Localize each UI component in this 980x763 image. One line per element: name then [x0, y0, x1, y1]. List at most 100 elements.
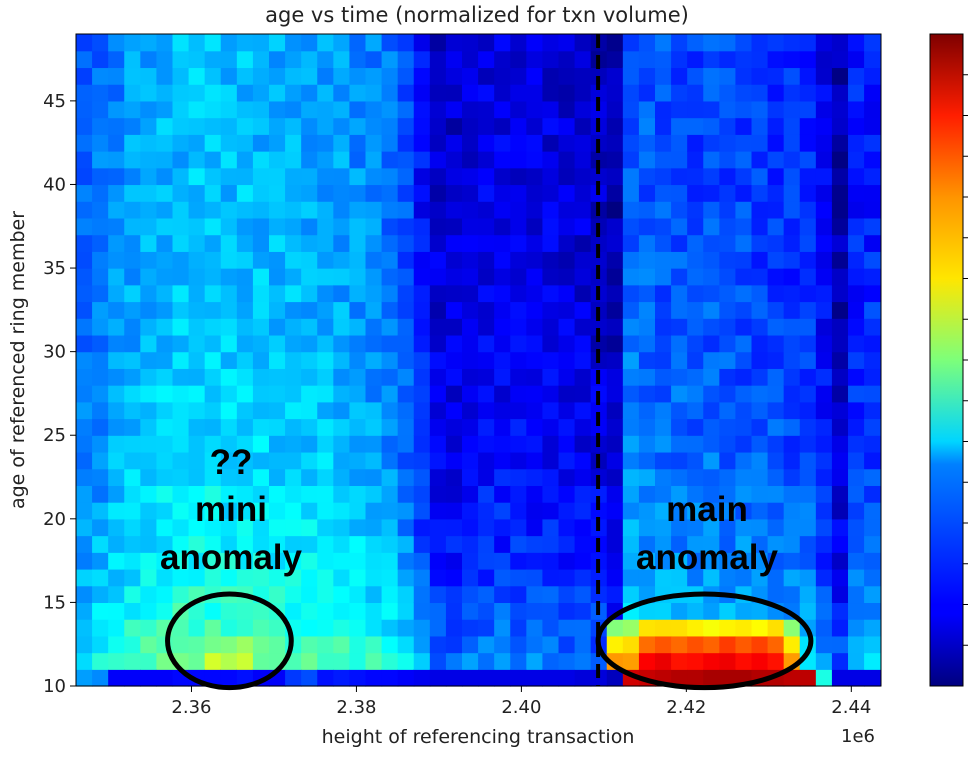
heatmap-cell	[220, 485, 238, 503]
heatmap-cell	[172, 468, 190, 486]
heatmap-cell	[478, 451, 495, 470]
heatmap-cell	[606, 184, 624, 202]
heatmap-cell	[317, 234, 334, 252]
heatmap-cell	[719, 568, 737, 587]
heatmap-cell	[269, 635, 286, 654]
heatmap-cell	[815, 301, 833, 319]
heatmap-cell	[252, 568, 270, 587]
heatmap-cell	[638, 184, 656, 202]
heatmap-cell	[494, 368, 511, 386]
heatmap-cell	[719, 117, 737, 135]
heatmap-cell	[204, 251, 222, 269]
heatmap-cell	[108, 268, 125, 286]
heatmap-cell	[204, 401, 222, 420]
heatmap-cell	[301, 117, 318, 135]
heatmap-cell	[204, 502, 222, 520]
heatmap-cell	[574, 234, 592, 252]
heatmap-cell	[671, 318, 688, 336]
heatmap-cell	[719, 552, 737, 570]
heatmap-cell	[606, 100, 624, 119]
heatmap-cell	[269, 585, 286, 604]
heatmap-cell	[269, 50, 286, 69]
heatmap-cell	[156, 318, 174, 336]
heatmap-cell	[92, 268, 109, 286]
heatmap-cell	[92, 184, 109, 202]
heatmap-cell	[655, 401, 672, 420]
heatmap-cell	[655, 435, 672, 453]
heatmap-cell	[413, 251, 431, 269]
heatmap-cell	[269, 284, 286, 303]
heatmap-cell	[622, 468, 640, 486]
heatmap-cell	[204, 568, 222, 587]
heatmap-cell	[526, 84, 544, 102]
heatmap-cell	[767, 635, 785, 654]
heatmap-cell	[574, 117, 592, 135]
heatmap-cell	[478, 535, 495, 553]
heatmap-cell	[719, 351, 737, 369]
heatmap-cell	[92, 652, 109, 670]
heatmap-cell	[301, 635, 318, 654]
heatmap-cell	[767, 268, 785, 286]
heatmap-cell	[445, 284, 463, 303]
heatmap-cell	[703, 669, 720, 687]
heatmap-cell	[301, 34, 318, 52]
heatmap-cell	[445, 50, 463, 69]
heatmap-cell	[333, 184, 351, 202]
heatmap-cell	[558, 602, 576, 620]
heatmap-cell	[140, 385, 158, 403]
heatmap-cell	[285, 184, 302, 202]
heatmap-cell	[445, 351, 463, 369]
heatmap-cell	[510, 585, 527, 604]
heatmap-cell	[526, 451, 544, 470]
heatmap-cell	[558, 385, 576, 403]
heatmap-cell	[831, 619, 849, 637]
heatmap-cell	[478, 385, 495, 403]
heatmap-cell	[92, 351, 109, 369]
heatmap-cell	[606, 301, 624, 319]
heatmap-cell	[124, 201, 141, 219]
heatmap-cell	[815, 535, 833, 553]
heatmap-cell	[108, 184, 125, 202]
heatmap-cell	[252, 301, 270, 319]
heatmap-cell	[172, 635, 190, 654]
heatmap-cell	[590, 418, 608, 436]
heatmap-cell	[156, 234, 174, 252]
heatmap-cell	[172, 485, 190, 503]
heatmap-cell	[638, 619, 656, 637]
heatmap-cell	[622, 151, 640, 169]
heatmap-cell	[76, 552, 93, 570]
heatmap-cell	[671, 334, 688, 353]
heatmap-cell	[848, 167, 865, 186]
heatmap-cell	[285, 318, 302, 336]
heatmap-cell	[156, 134, 174, 152]
heatmap-cell	[124, 284, 141, 303]
heatmap-cell	[494, 652, 511, 670]
heatmap-cell	[156, 268, 174, 286]
heatmap-cell	[478, 301, 495, 319]
heatmap-cell	[349, 334, 367, 353]
heatmap-cell	[462, 518, 479, 537]
heatmap-cell	[92, 100, 109, 119]
heatmap-cell	[526, 518, 544, 537]
heatmap-cell	[156, 535, 174, 553]
heatmap-cell	[220, 418, 238, 436]
heatmap-cell	[317, 401, 334, 420]
heatmap-cell	[333, 134, 351, 152]
heatmap-cell	[397, 84, 415, 102]
heatmap-cell	[510, 485, 527, 503]
heatmap-cell	[542, 518, 560, 537]
heatmap-cell	[301, 167, 318, 186]
heatmap-cell	[204, 652, 222, 670]
x-tick-label: 2.42	[666, 697, 706, 718]
heatmap-cell	[333, 535, 351, 553]
heatmap-cell	[317, 535, 334, 553]
heatmap-cell	[462, 184, 479, 202]
heatmap-cell	[220, 368, 238, 386]
heatmap-cell	[542, 552, 560, 570]
heatmap-cell	[606, 268, 624, 286]
heatmap-cell	[671, 435, 688, 453]
heatmap-cell	[92, 284, 109, 303]
heatmap-cell	[510, 518, 527, 537]
heatmap-cell	[236, 552, 254, 570]
heatmap-cell	[445, 518, 463, 537]
